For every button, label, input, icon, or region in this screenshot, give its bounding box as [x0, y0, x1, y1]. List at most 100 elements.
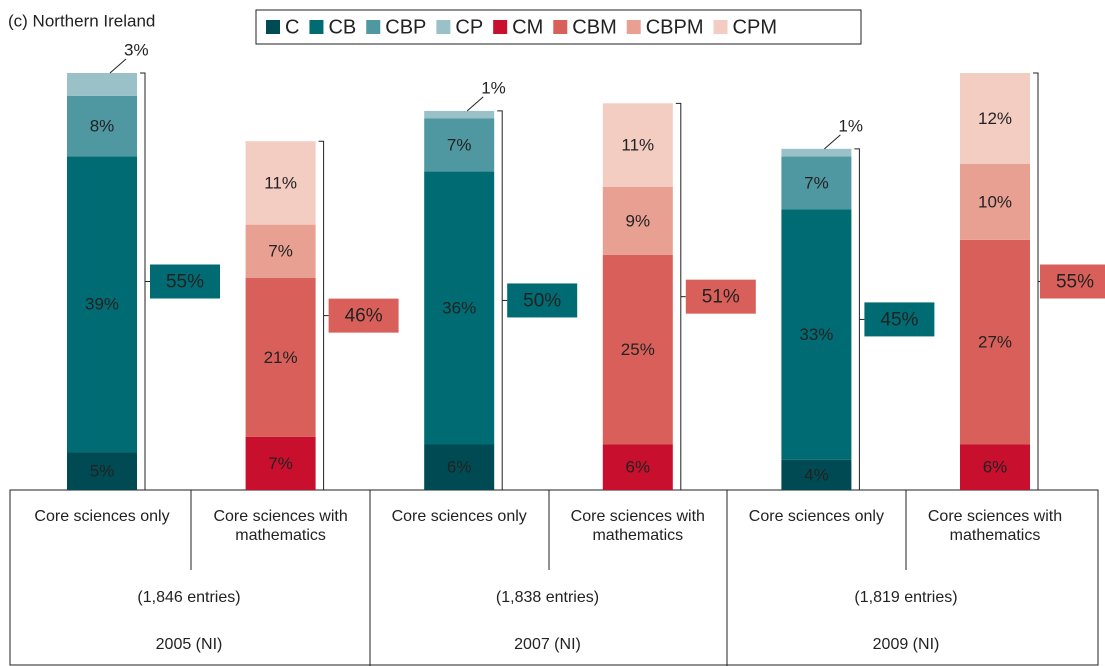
legend-swatch [713, 20, 728, 34]
group-label: 2009 (NI) [872, 636, 940, 653]
value-label: 25% [621, 340, 655, 359]
total-box [864, 302, 935, 337]
value-label: 11% [264, 173, 297, 192]
bar-segment [781, 156, 852, 210]
bar-segment [245, 224, 316, 278]
legend-label: CP [455, 16, 483, 38]
total-bracket [854, 148, 860, 491]
value-label: 7% [268, 242, 293, 261]
legend-swatch [309, 20, 324, 34]
bar-segment [424, 118, 495, 172]
value-label: 21% [264, 348, 298, 367]
legend-label: C [285, 16, 299, 38]
value-label: 36% [442, 299, 476, 318]
legend-swatch [553, 20, 568, 34]
group-entries: (1,846 entries) [137, 589, 241, 606]
bar-segment [960, 163, 1030, 240]
leader-line [824, 134, 841, 150]
bar-segment [424, 110, 495, 119]
bar-segment [424, 171, 495, 445]
total-label: 51% [702, 287, 740, 308]
total-box [685, 279, 756, 314]
bar-segment [781, 209, 852, 460]
value-label: 1% [481, 78, 506, 97]
bar-segment [960, 239, 1030, 445]
value-label: 6% [983, 458, 1008, 477]
group-label: 2005 (NI) [155, 636, 223, 653]
group-label: 2007 (NI) [514, 636, 581, 653]
total-box [507, 283, 578, 318]
value-label: 8% [90, 117, 115, 136]
bar-segment [424, 444, 495, 490]
bar-segment [960, 444, 1030, 490]
bar-segment [602, 254, 673, 445]
x-tick-label: Core sciences only [34, 508, 170, 525]
value-label: 27% [978, 333, 1012, 352]
bar-segment [781, 459, 852, 490]
total-label: 55% [1056, 272, 1094, 293]
bar-segment [781, 148, 852, 157]
total-box [328, 298, 399, 333]
total-bracket [497, 110, 503, 491]
value-label: 33% [799, 325, 833, 344]
legend-label: CBM [572, 16, 616, 38]
total-bracket [318, 140, 325, 491]
value-label: 7% [804, 173, 829, 192]
legend-label: CB [328, 16, 356, 38]
x-tick-label: Core sciences with mathematics [570, 508, 705, 544]
bar-segment [67, 95, 137, 157]
bar-segment [245, 141, 316, 225]
value-label: 6% [447, 458, 472, 477]
bar-segment [602, 186, 673, 255]
total-box [1040, 264, 1105, 299]
legend-label: CBP [385, 16, 426, 38]
bar-segment [67, 73, 137, 96]
bar-segment [67, 452, 137, 490]
value-label: 39% [85, 295, 119, 314]
legend-swatch [626, 20, 641, 34]
total-label: 46% [345, 306, 383, 327]
value-label: 3% [124, 40, 149, 59]
chart-title: (c) Northern Ireland [8, 11, 155, 30]
value-label: 10% [978, 192, 1012, 211]
bar-segment [67, 156, 137, 453]
total-box [150, 264, 220, 299]
legend-swatch [366, 20, 381, 34]
legend-swatch [266, 20, 280, 34]
x-tick-label: Core sciences with mathematics [927, 508, 1063, 544]
legend-swatch [493, 20, 508, 34]
table-border [9, 489, 1099, 666]
x-tick-label: Core sciences only [391, 508, 527, 525]
value-label: 6% [626, 458, 651, 477]
value-label: 1% [838, 116, 863, 135]
legend-box [255, 9, 862, 45]
bar-segment [245, 277, 316, 437]
leader-line [109, 58, 127, 74]
bar-segment [960, 73, 1030, 164]
total-label: 55% [166, 272, 204, 293]
legend-label: CBPM [646, 16, 704, 38]
value-label: 4% [804, 465, 829, 484]
value-label: 9% [626, 211, 651, 230]
value-label: 7% [447, 136, 472, 155]
value-label: 5% [90, 462, 115, 481]
legend-label: CPM [733, 16, 777, 38]
total-bracket [140, 72, 146, 491]
leader-line [466, 96, 484, 112]
bar-segment [602, 444, 673, 490]
bar-segment [602, 103, 673, 187]
total-bracket [675, 102, 682, 491]
total-label: 50% [523, 290, 561, 311]
x-tick-label: Core sciences only [748, 508, 884, 525]
bar-segment [245, 436, 316, 490]
group-entries: (1,819 entries) [854, 589, 958, 606]
total-label: 45% [880, 309, 918, 330]
value-label: 11% [621, 136, 654, 155]
total-bracket [1033, 72, 1039, 491]
legend-label: CM [512, 16, 543, 38]
value-label: 7% [268, 454, 293, 473]
x-tick-label: Core sciences with mathematics [213, 508, 348, 544]
legend-swatch [436, 20, 451, 34]
